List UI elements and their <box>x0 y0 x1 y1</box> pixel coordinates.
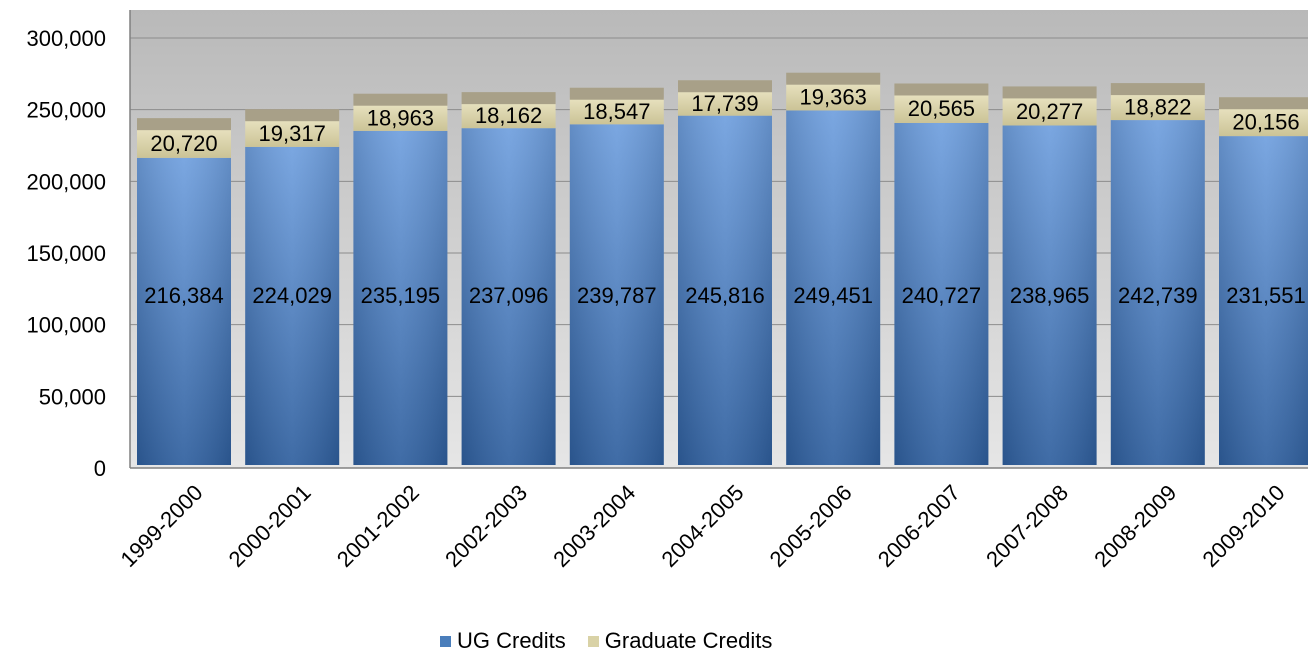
bar-graduate <box>678 90 772 116</box>
data-label-ug: 224,029 <box>252 283 332 308</box>
data-label-ug: 239,787 <box>577 283 657 308</box>
bar-graduate <box>894 93 989 123</box>
bar-ug-shade <box>353 130 448 466</box>
y-tick-label: 250,000 <box>26 98 106 123</box>
data-label-ug: 231,551 <box>1226 283 1306 308</box>
data-label-graduate: 20,565 <box>908 96 975 121</box>
legend-swatch-ug <box>440 635 451 647</box>
x-tick-label: 2005-2006 <box>765 480 857 572</box>
legend-label-ug: UG Credits <box>457 628 566 653</box>
bar-top-cap <box>137 118 231 131</box>
x-tick-label: 2004-2005 <box>656 480 748 572</box>
x-tick-label: 2008-2009 <box>1089 480 1181 572</box>
bar-ug-shade <box>678 115 772 466</box>
x-tick-label: 2009-2010 <box>1197 480 1289 572</box>
y-tick-label: 0 <box>94 456 106 481</box>
data-label-graduate: 19,363 <box>800 85 867 110</box>
bar-graduate <box>569 97 664 125</box>
bar-ug-shade <box>894 122 989 465</box>
data-label-graduate: 18,162 <box>475 103 542 128</box>
x-tick-label: 2003-2004 <box>548 480 640 572</box>
data-label-graduate: 20,720 <box>150 131 217 156</box>
data-label-graduate: 17,739 <box>691 91 758 116</box>
bar-graduate <box>137 128 231 158</box>
bar-graduate <box>353 103 448 131</box>
legend-item-ug: UG Credits <box>440 628 566 654</box>
bar-ug-shade <box>245 146 340 465</box>
bar-ug-shade <box>1219 136 1308 465</box>
bar-ug-shade <box>137 157 231 465</box>
x-tick-label: 2002-2003 <box>440 480 532 572</box>
bar-top-cap <box>569 87 664 100</box>
bar-graduate <box>1219 107 1308 137</box>
bar-graduate <box>786 82 881 111</box>
data-label-ug: 235,195 <box>361 283 441 308</box>
data-label-graduate: 18,963 <box>367 105 434 130</box>
y-tick-label: 50,000 <box>39 384 106 409</box>
bar-top-cap <box>245 109 340 122</box>
x-tick-label: 2007-2008 <box>981 480 1073 572</box>
bar-top-cap <box>786 72 881 85</box>
bar-top-cap <box>461 92 556 105</box>
bar-ug-shade <box>1002 125 1097 466</box>
data-label-ug: 237,096 <box>469 283 549 308</box>
bar-top-cap <box>1110 83 1205 96</box>
x-tick-label: 2001-2002 <box>332 480 424 572</box>
x-tick-label: 2000-2001 <box>224 480 316 572</box>
y-tick-label: 300,000 <box>26 26 106 51</box>
bar-top-cap <box>894 83 989 96</box>
data-label-ug: 242,739 <box>1118 283 1198 308</box>
x-tick-label: 1999-2000 <box>115 480 207 572</box>
bar-top-cap <box>678 80 772 93</box>
y-tick-label: 200,000 <box>26 169 106 194</box>
chart-legend: UG Credits Graduate Credits <box>440 628 772 654</box>
data-label-ug: 245,816 <box>685 283 765 308</box>
bar-graduate <box>461 102 556 129</box>
bar-ug-shade <box>1110 120 1205 465</box>
bar-top-cap <box>353 93 448 106</box>
data-label-ug: 216,384 <box>144 283 224 308</box>
bar-top-cap <box>1219 97 1308 110</box>
data-label-ug: 240,727 <box>902 283 982 308</box>
legend-item-graduate: Graduate Credits <box>587 628 773 654</box>
data-label-graduate: 20,277 <box>1016 99 1083 124</box>
data-label-graduate: 18,822 <box>1124 95 1191 120</box>
legend-label-graduate: Graduate Credits <box>604 628 773 653</box>
bar-ug-shade <box>569 124 664 465</box>
data-label-graduate: 18,547 <box>583 99 650 124</box>
x-tick-label: 2006-2007 <box>873 480 965 572</box>
data-label-graduate: 20,156 <box>1232 110 1299 135</box>
data-label-ug: 249,451 <box>793 283 873 308</box>
bar-graduate <box>1110 93 1205 121</box>
y-tick-label: 100,000 <box>26 313 106 338</box>
legend-swatch-graduate <box>587 635 599 647</box>
y-tick-label: 150,000 <box>26 241 106 266</box>
data-label-ug: 238,965 <box>1010 283 1090 308</box>
bar-ug-shade <box>461 128 556 465</box>
bar-ug-shade <box>786 110 881 466</box>
bar-graduate <box>1002 96 1097 126</box>
stacked-bar-chart: 216,384 20,720 224,029 19,317 235,195 18,963 2… <box>26 10 1308 572</box>
bar-graduate <box>245 119 340 147</box>
data-label-graduate: 19,317 <box>259 121 326 146</box>
bar-top-cap <box>1002 86 1097 99</box>
